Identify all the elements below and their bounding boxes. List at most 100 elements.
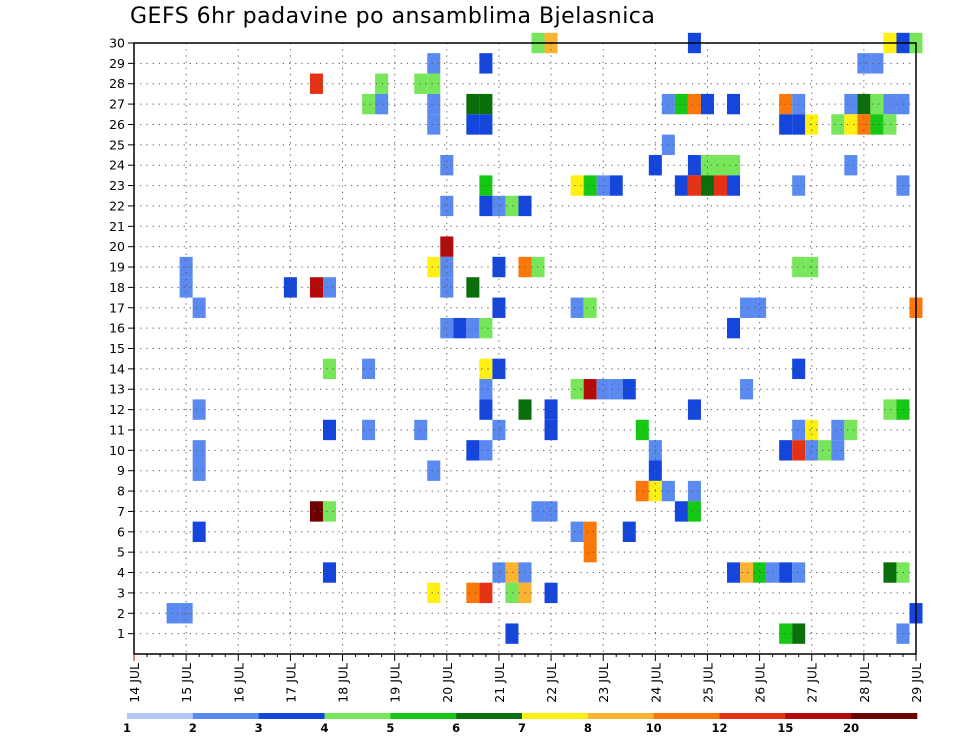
heatmap-cell	[727, 93, 741, 115]
heatmap-cell	[322, 501, 337, 522]
colorbar-label: 12	[711, 721, 727, 735]
heatmap-cell	[687, 155, 701, 176]
heatmap-cell	[479, 195, 493, 217]
y-tick-label: 3	[117, 585, 125, 600]
heatmap-cell	[544, 419, 558, 441]
heatmap-cell	[427, 114, 441, 135]
heatmap-cell	[883, 93, 897, 115]
heatmap-cell	[192, 297, 206, 318]
heatmap-cell	[179, 277, 193, 298]
colorbar-swatch	[456, 713, 523, 719]
heatmap-cell	[570, 297, 584, 318]
heatmap-cell	[322, 277, 337, 298]
heatmap-cell	[583, 379, 597, 400]
y-tick-label: 14	[109, 361, 125, 376]
heatmap-cell	[870, 114, 884, 135]
x-tick-label: 25 JUL	[701, 663, 716, 703]
heatmap-cell	[322, 419, 337, 441]
heatmap-cell	[466, 277, 480, 298]
y-tick-label: 20	[109, 239, 125, 254]
colorbar-swatch	[522, 713, 589, 719]
heatmap-cell	[844, 155, 858, 176]
y-tick-label: 6	[117, 524, 125, 539]
heatmap-cell	[792, 114, 806, 135]
heatmap-cell	[700, 155, 714, 176]
heatmap-cell	[583, 521, 597, 542]
heatmap-cell	[727, 175, 741, 196]
x-tick-label: 14 JUL	[127, 663, 142, 703]
colorbar-swatch	[851, 713, 918, 719]
heatmap-cell	[492, 297, 506, 318]
x-tick-label: 28 JUL	[857, 663, 872, 703]
heatmap-cell	[492, 562, 506, 583]
heatmap-cell	[596, 379, 610, 400]
y-tick-label: 19	[109, 260, 125, 275]
heatmap-cell	[309, 501, 323, 522]
heatmap-cell	[427, 53, 441, 74]
heatmap-cell	[792, 562, 806, 583]
y-tick-label: 5	[117, 545, 125, 560]
y-tick-label: 10	[109, 443, 125, 458]
heatmap-cell	[362, 419, 376, 441]
heatmap-cell	[505, 562, 519, 583]
heatmap-cell	[857, 93, 871, 115]
y-tick-label: 29	[109, 56, 125, 71]
heatmap-cell	[192, 399, 206, 420]
heatmap-cell	[309, 277, 323, 298]
heatmap-cell	[362, 93, 376, 115]
heatmap-cell	[283, 277, 297, 298]
heatmap-cell	[713, 175, 728, 196]
heatmap-cell	[192, 460, 206, 481]
heatmap-cell	[440, 195, 454, 217]
heatmap-cell	[609, 379, 623, 400]
heatmap-cell	[792, 419, 806, 441]
heatmap-cell	[466, 440, 480, 461]
heatmap-cell	[492, 419, 506, 441]
y-tick-label: 23	[109, 178, 125, 193]
heatmap-cell	[700, 93, 714, 115]
colorbar-label: 6	[452, 721, 460, 735]
heatmap-cell	[583, 297, 597, 318]
colorbar: 1 2 3 4 5 6 7 8 10 12 15 20	[123, 713, 918, 735]
heatmap-cell	[322, 358, 337, 380]
heatmap-cell	[870, 53, 884, 74]
heatmap-cell	[427, 582, 441, 604]
heatmap-cell	[440, 155, 454, 176]
colorbar-swatch	[127, 713, 194, 719]
y-tick-label: 15	[109, 341, 125, 356]
y-tick-label: 12	[109, 402, 125, 417]
y-tick-label: 11	[109, 422, 125, 437]
colorbar-swatch	[587, 713, 654, 719]
heatmap-cell	[635, 419, 649, 441]
heatmap-cell	[740, 379, 754, 400]
heatmap-cell	[883, 399, 897, 420]
colorbar-label: 3	[255, 721, 263, 735]
heatmap-cell	[570, 521, 584, 542]
heatmap-cell	[466, 114, 480, 135]
y-tick-label: 25	[109, 137, 125, 152]
colorbar-label: 10	[646, 721, 662, 735]
heatmap-cell	[687, 399, 701, 420]
heatmap-cell	[622, 521, 636, 542]
y-tick-label: 16	[109, 321, 125, 336]
heatmap-cell	[713, 155, 728, 176]
chart-title: GEFS 6hr padavine po ansamblima Bjelasni…	[130, 4, 656, 29]
cells-layer	[166, 32, 923, 644]
colorbar-swatch	[785, 713, 852, 719]
heatmap-cell	[844, 93, 858, 115]
colorbar-label: 15	[777, 721, 793, 735]
heatmap-cell	[440, 236, 454, 257]
colorbar-label: 5	[386, 721, 394, 735]
heatmap-cell	[505, 582, 519, 604]
heatmap-cell	[727, 155, 741, 176]
heatmap-cell	[818, 440, 832, 461]
heatmap-cell	[479, 93, 493, 115]
colorbar-swatch	[390, 713, 457, 719]
heatmap-cell	[192, 521, 206, 542]
heatmap-cell	[166, 603, 180, 624]
y-tick-label: 7	[117, 504, 125, 519]
heatmap-cell	[544, 582, 558, 604]
heatmap-cell	[570, 379, 584, 400]
x-tick-label: 29 JUL	[909, 663, 924, 703]
heatmap-cell	[792, 623, 806, 644]
